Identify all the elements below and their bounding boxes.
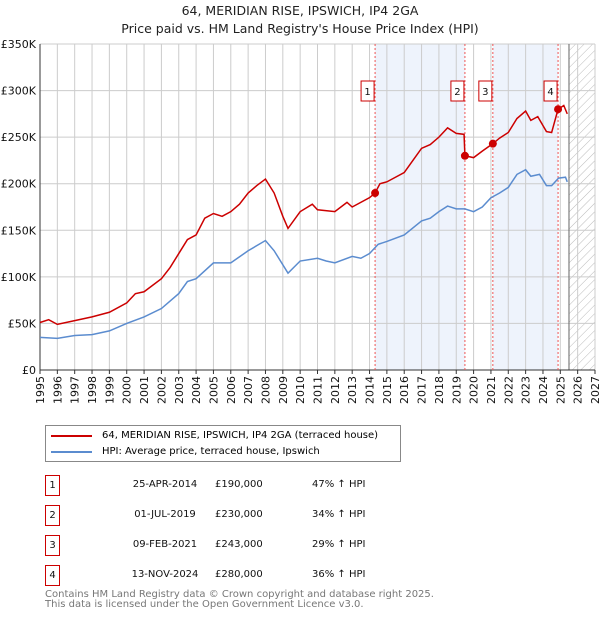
x-tick-label: 2006 <box>225 376 238 404</box>
sale-row: 2 01-JUL-2019 £230,000 34% ↑ HPI <box>45 505 465 526</box>
sale-marker-label: 3 <box>45 535 60 556</box>
x-tick-label: 2022 <box>502 376 515 404</box>
x-tick-label: 1995 <box>34 376 47 404</box>
sale-date: 09-FEB-2021 <box>132 539 198 550</box>
x-tick-label: 2027 <box>589 376 600 404</box>
sale-marker-label: 1 <box>45 475 60 496</box>
legend-item-hpi: HPI: Average price, terraced house, Ipsw… <box>51 446 320 457</box>
sale-marker-box <box>360 80 375 102</box>
x-tick-label: 1999 <box>103 376 116 404</box>
x-tick-label: 2011 <box>312 376 325 404</box>
sale-marker-label: 4 <box>45 565 60 586</box>
x-tick-label: 2008 <box>259 376 272 404</box>
legend-label: HPI: Average price, terraced house, Ipsw… <box>102 446 320 457</box>
x-tick-label: 2004 <box>190 376 203 404</box>
chart-subtitle: Price paid vs. HM Land Registry's House … <box>121 21 479 36</box>
sale-marker-box <box>450 80 465 102</box>
x-tick-label: 1997 <box>69 376 82 404</box>
y-tick-label: £0 <box>22 364 36 377</box>
x-tick-label: 2017 <box>416 376 429 404</box>
sale-price: £243,000 <box>215 539 263 550</box>
sale-marker-label: 2 <box>454 87 460 98</box>
x-tick-label: 2024 <box>537 376 550 404</box>
x-tick-label: 2003 <box>173 376 186 404</box>
x-tick-label: 2010 <box>294 376 307 404</box>
y-tick-label: £200K <box>1 178 37 191</box>
sale-date: 01-JUL-2019 <box>134 509 196 520</box>
x-tick-label: 2014 <box>364 376 377 404</box>
sale-date: 13-NOV-2024 <box>131 569 199 580</box>
sale-marker-label: 4 <box>547 87 553 98</box>
y-tick-label: £150K <box>1 224 37 237</box>
x-tick-label: 2007 <box>242 376 255 404</box>
x-tick-label: 2021 <box>485 376 498 404</box>
sale-point <box>371 189 380 198</box>
x-tick-label: 2013 <box>346 376 359 404</box>
sale-price: £280,000 <box>215 569 263 580</box>
sale-price: £230,000 <box>215 509 263 520</box>
x-tick-label: 2023 <box>520 376 533 404</box>
forecast-hatch <box>568 44 595 370</box>
x-tick-label: 2012 <box>329 376 342 404</box>
x-tick-label: 1998 <box>86 376 99 404</box>
sale-hpi-change: 34% ↑ HPI <box>312 509 366 520</box>
sale-row: 4 13-NOV-2024 £280,000 36% ↑ HPI <box>45 565 465 586</box>
sale-date: 25-APR-2014 <box>132 479 198 490</box>
footer-copyright: Contains HM Land Registry data © Crown c… <box>45 589 434 600</box>
sale-row: 3 09-FEB-2021 £243,000 29% ↑ HPI <box>45 535 465 556</box>
sale-marker-box <box>478 80 493 102</box>
x-tick-label: 2025 <box>554 376 567 404</box>
sale-marker-label: 2 <box>45 505 60 526</box>
plot-area: 1995 1996 1997 1998 1999 2000 2001 2002 2003 2004… <box>1 38 600 404</box>
legend-swatch-blue <box>51 450 92 453</box>
property-price-line <box>39 104 568 326</box>
y-tick-label: £350K <box>1 38 37 51</box>
y-tick-label: £100K <box>1 271 37 284</box>
x-tick-label: 2016 <box>398 376 411 404</box>
hpi-line <box>39 168 568 340</box>
y-tick-label: £250K <box>1 131 37 144</box>
legend-swatch-red <box>51 434 92 437</box>
y-tick-label: £50K <box>8 317 37 330</box>
sale-point <box>488 139 497 148</box>
x-tick-label: 2009 <box>277 376 290 404</box>
sale-marker-label: 3 <box>482 87 488 98</box>
sale-point <box>554 105 563 114</box>
x-tick-label: 2020 <box>468 376 481 404</box>
sale-hpi-change: 47% ↑ HPI <box>312 479 366 490</box>
x-tick-label: 2026 <box>572 376 585 404</box>
sale-row: 1 25-APR-2014 £190,000 47% ↑ HPI <box>45 475 465 496</box>
legend: 64, MERIDIAN RISE, IPSWICH, IP4 2GA (ter… <box>45 425 401 462</box>
chart-title: 64, MERIDIAN RISE, IPSWICH, IP4 2GA <box>181 3 419 18</box>
sale-marker-label: 1 <box>364 87 370 98</box>
x-tick-label: 2002 <box>155 376 168 404</box>
x-tick-label: 2015 <box>381 376 394 404</box>
y-tick-label: £300K <box>1 85 37 98</box>
sale-marker-box <box>543 80 558 102</box>
sale-price: £190,000 <box>215 479 263 490</box>
sale-hpi-change: 29% ↑ HPI <box>312 539 366 550</box>
x-tick-label: 2019 <box>450 376 463 404</box>
x-tick-label: 2018 <box>433 376 446 404</box>
legend-item-property: 64, MERIDIAN RISE, IPSWICH, IP4 2GA (ter… <box>51 430 378 441</box>
x-tick-label: 2000 <box>121 376 134 404</box>
sale-hpi-change: 36% ↑ HPI <box>312 569 366 580</box>
x-tick-label: 2001 <box>138 376 151 404</box>
footer-licence: This data is licensed under the Open Gov… <box>45 599 364 610</box>
x-tick-label: 2005 <box>207 376 220 404</box>
x-tick-label: 1996 <box>51 376 64 404</box>
legend-label: 64, MERIDIAN RISE, IPSWICH, IP4 2GA (ter… <box>102 430 379 441</box>
sale-point <box>460 151 469 160</box>
